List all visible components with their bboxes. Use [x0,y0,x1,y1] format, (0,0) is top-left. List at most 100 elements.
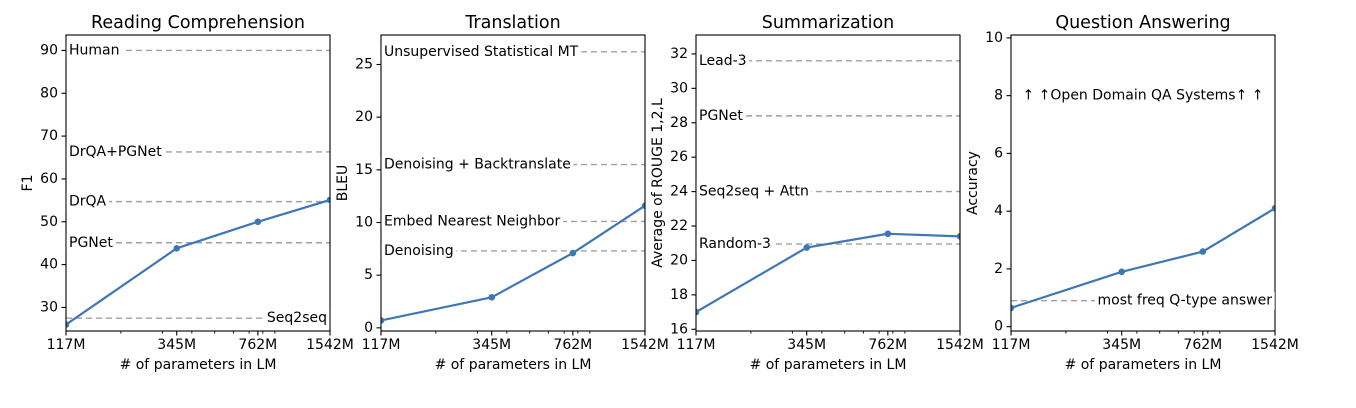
y-tick-label: 40 [40,257,58,273]
series-line [381,204,645,322]
data-point [696,308,700,316]
x-tick-label: 1542M [936,337,984,353]
series-line [1011,207,1275,309]
annotation-embed-nearest-neighbor: Embed Nearest Neighbor [384,213,560,229]
annotation-random-3: Random-3 [699,236,771,252]
data-point [488,293,496,301]
y-tick-label: 25 [355,56,373,72]
annotation-lead-3: Lead-3 [699,53,747,69]
axes-spines [65,34,331,332]
data-point [326,196,330,204]
x-tick-label: 1542M [306,337,354,353]
y-tick-label: 16 [670,321,688,337]
x-axis-label: # of parameters in LM [120,357,277,373]
annotation-bbox [66,142,165,161]
annotation-pgnet: PGNet [699,108,743,124]
y-tick-label: 5 [364,267,373,283]
data-point [381,317,385,324]
data-point [884,230,892,238]
data-point [66,321,70,328]
x-axis-label: # of parameters in LM [435,357,592,373]
annotation-most-freq-q-type-answer: most freq Q-type answer [1097,293,1272,309]
x-tick-label: 345M [472,337,511,353]
annotation-open-domain-qa-systems: ↑ ↑Open Domain QA Systems↑ ↑ [1023,88,1264,104]
annotation-bbox [696,235,774,254]
subplot-translation: 117M 345M 762M 1542M 0 5 10 15 20 25 Translation # … [335,13,669,373]
data-point [569,249,577,257]
y-tick-label: 20 [670,252,688,268]
series-group [381,202,645,324]
data-point [1011,304,1015,312]
data-point [956,233,960,240]
data-point [1199,248,1207,255]
x-tick-label: 762M [868,337,907,353]
y-tick-label: 24 [670,184,688,200]
y-tick-label: 90 [40,42,58,58]
annotation-bbox [381,155,574,174]
data-point [641,202,645,209]
y-tick-label: 4 [994,203,1003,219]
y-tick-label: 0 [364,320,373,336]
data-point [173,245,181,252]
y-tick-label: 50 [40,214,58,230]
y-tick-label: 2 [994,261,1003,277]
annotation-bbox [696,106,746,125]
series-line [696,232,960,314]
axes-spines [380,34,646,332]
x-tick-label: 117M [362,337,401,353]
subplot-title: Translation [464,13,560,33]
x-tick-label: 117M [47,337,86,353]
x-tick-label: 345M [157,337,196,353]
annotation-unsupervised-statistical-mt: Unsupervised Statistical MT [384,44,579,60]
y-tick-label: 6 [994,145,1003,161]
annotation-bbox [696,182,812,201]
y-tick-label: 80 [40,85,58,101]
annotation-drqa: DrQA [69,194,107,210]
y-tick-label: 22 [670,218,688,234]
x-tick-label: 762M [238,337,277,353]
x-tick-label: 117M [992,337,1031,353]
subplot-reading-comprehension: 117M 345M 762M 1542M 30 40 50 60 70 80 90 Reading C… [20,13,354,373]
series-group [66,196,330,328]
annotation-denoising: Denoising [384,243,454,259]
y-tick-label: 0 [994,319,1003,335]
annotation-denoising-backtranslate: Denoising + Backtranslate [384,157,571,173]
x-tick-label: 1542M [621,337,669,353]
annotation-bbox [66,41,122,60]
y-tick-label: 10 [985,30,1003,46]
axes-spines [1010,34,1276,332]
y-axis-label: F1 [20,175,36,192]
y-tick-label: 10 [355,215,373,231]
y-tick-label: 60 [40,171,58,187]
subplot-question-answering: 117M 345M 762M 1542M 0 2 4 6 8 10 Question Answeri… [965,13,1299,373]
x-tick-label: 762M [553,337,592,353]
subplot-title: Reading Comprehension [91,13,305,33]
x-tick-label: 762M [1183,337,1222,353]
subplot-title: Question Answering [1055,13,1230,33]
annotation-pgnet: PGNet [69,235,113,251]
annotation-seq2seq-attn: Seq2seq + Attn [699,184,809,200]
series-group [1011,204,1275,312]
annotation-seq2seq: Seq2seq [267,310,327,326]
y-tick-label: 32 [670,46,688,62]
annotation-bbox [381,42,582,61]
subplot-summarization: 117M 345M 762M 1542M 16 18 20 22 24 26 28 30 32 Summa… [650,13,984,373]
y-axis-label: Average of ROUGE 1,2,L [650,98,666,268]
annotation-bbox [1020,86,1266,105]
y-axis-label: Accuracy [965,151,981,215]
series-line [66,198,330,326]
data-point [1118,268,1126,276]
y-tick-label: 18 [670,287,688,303]
subplot-title: Summarization [762,13,895,33]
annotation-drqa-pgnet: DrQA+PGNet [69,144,162,160]
annotation-bbox [696,51,750,70]
annotation-bbox [264,309,330,328]
data-point [1271,204,1275,212]
x-tick-label: 345M [1102,337,1141,353]
x-axis-label: # of parameters in LM [750,357,907,373]
y-tick-label: 15 [355,162,373,178]
data-point [254,218,262,226]
series-group [696,230,960,316]
